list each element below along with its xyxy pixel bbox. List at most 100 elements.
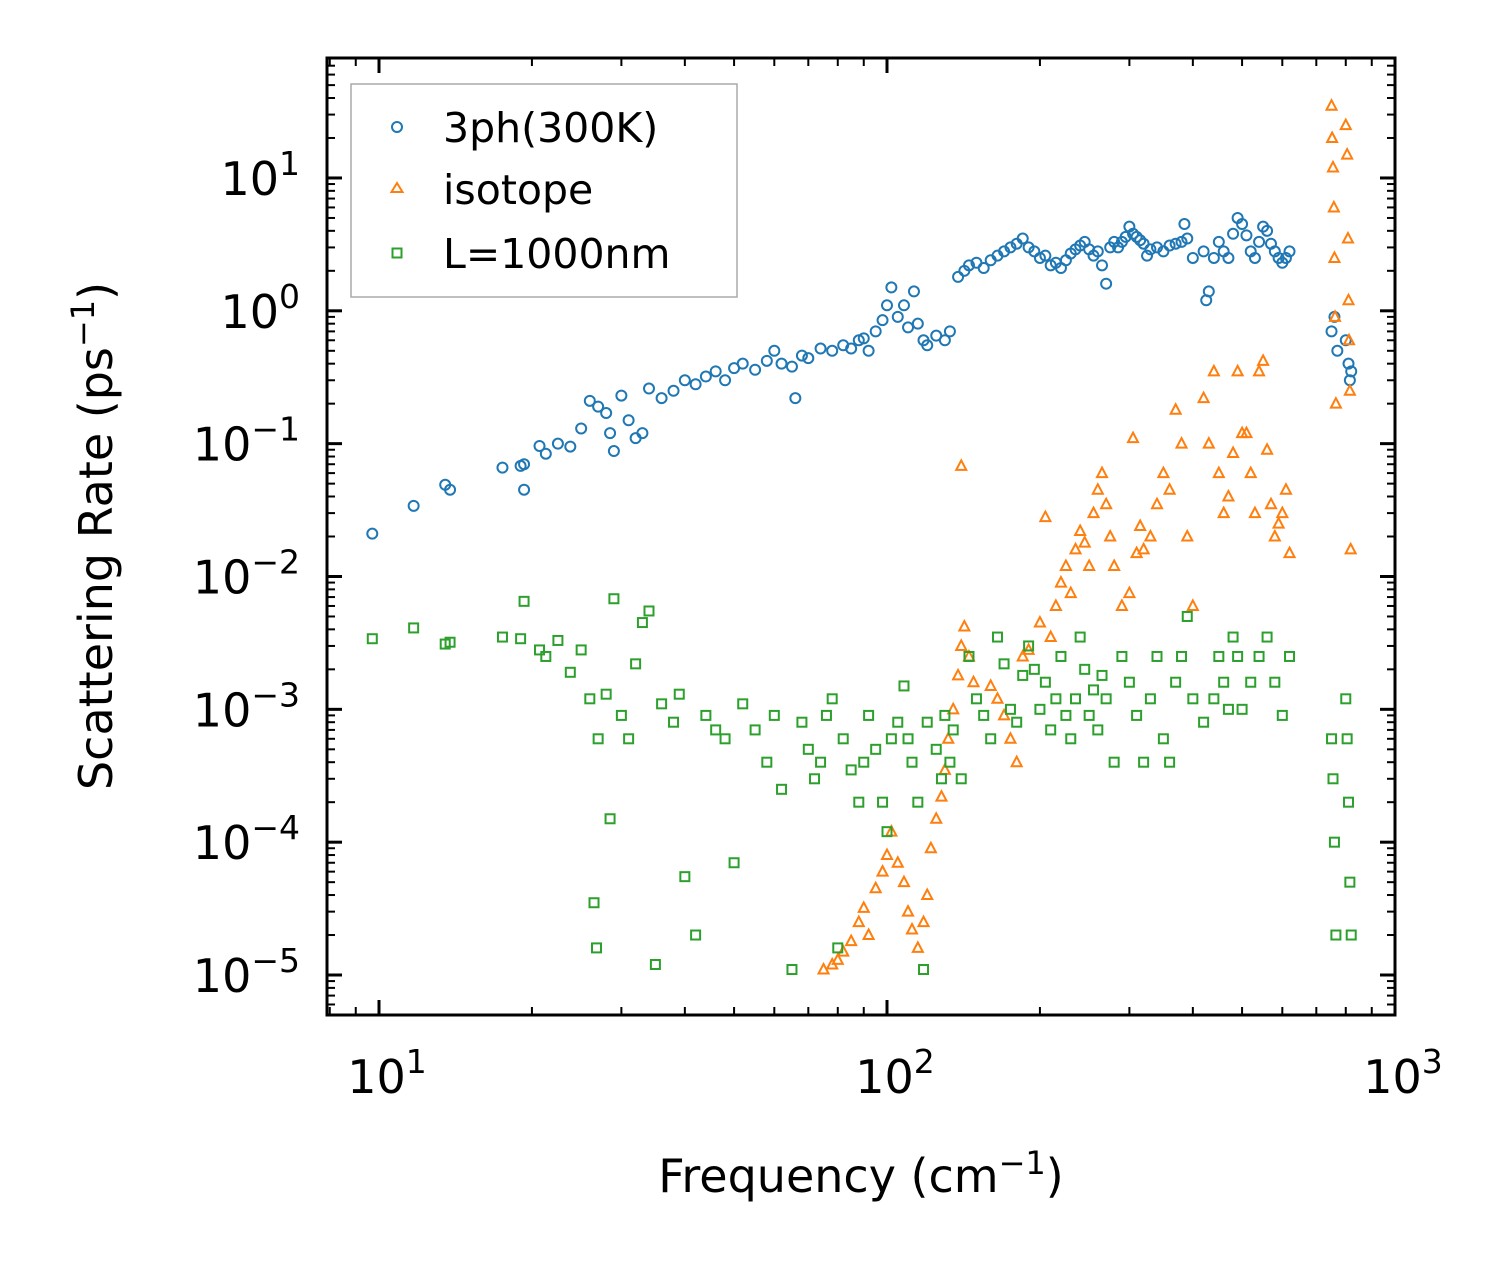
data-point-circle	[977, 262, 990, 275]
data-point-circle	[575, 422, 588, 435]
data-point-triangle	[1133, 518, 1147, 531]
data-point-circle	[885, 281, 898, 294]
data-point-square	[590, 942, 602, 954]
data-point-circle	[802, 352, 815, 365]
data-point-triangle	[880, 847, 894, 861]
data-point-triangle	[1068, 541, 1083, 555]
data-point-triangle	[844, 933, 858, 947]
data-point-circle	[600, 407, 613, 420]
data-point-square	[534, 644, 546, 656]
data-point-square	[1208, 693, 1220, 705]
data-point-square	[649, 958, 661, 970]
data-point-triangle	[1115, 598, 1129, 611]
data-point-triangle	[1327, 250, 1342, 263]
data-point-square	[902, 733, 914, 745]
data-point-triangle	[1252, 363, 1266, 377]
data-point-square	[1340, 693, 1352, 705]
data-point-circle	[533, 440, 546, 453]
data-point-triangle	[951, 667, 965, 681]
data-point-circle	[1345, 365, 1358, 378]
y-tick-label: 100	[220, 277, 300, 339]
data-point-circle	[1186, 251, 1199, 264]
data-point-triangle	[916, 914, 931, 928]
data-point-square	[870, 743, 882, 755]
data-point-circle	[678, 374, 691, 387]
data-point-triangle	[1143, 528, 1158, 542]
data-point-square	[737, 698, 749, 710]
data-point-square	[918, 964, 930, 976]
data-point-circle	[1169, 237, 1182, 250]
data-point-triangle	[920, 887, 934, 901]
data-point-triangle	[984, 678, 998, 691]
data-point-triangle	[1207, 363, 1221, 377]
data-point-circle	[795, 349, 808, 362]
data-point-square	[863, 709, 875, 721]
data-point-square	[749, 724, 761, 736]
data-point-triangle	[1343, 383, 1357, 396]
data-point-square	[1253, 650, 1265, 662]
data-point-square	[408, 622, 420, 634]
data-point-triangle	[1212, 465, 1226, 479]
data-point-circle	[911, 317, 924, 330]
data-point-square	[858, 756, 870, 768]
data-point-circle	[1130, 230, 1143, 243]
y-axis-label: Scattering Rate (ps−1)	[64, 282, 123, 790]
data-point-circle	[814, 342, 827, 355]
legend-marker-L1000nm	[391, 247, 403, 259]
data-point-square	[656, 698, 668, 710]
data-point-circle	[845, 342, 858, 355]
data-point-triangle	[946, 701, 960, 715]
data-point-square	[815, 756, 827, 768]
data-point-triangle	[1264, 496, 1278, 510]
data-point-square	[540, 650, 552, 662]
data-point-square	[608, 593, 620, 605]
data-point-square	[515, 633, 527, 645]
data-point-triangle	[1064, 585, 1078, 599]
data-point-circle	[1279, 251, 1292, 264]
data-point-square	[1151, 650, 1163, 662]
data-point-triangle	[1033, 614, 1047, 628]
data-point-square	[1157, 733, 1169, 745]
data-point-circle	[551, 437, 564, 450]
data-point-square	[906, 756, 918, 768]
data-point-circle	[1212, 235, 1225, 248]
data-point-triangle	[1044, 629, 1058, 643]
axis-ticks	[327, 57, 1397, 1015]
data-point-square	[700, 709, 712, 721]
data-point-circle	[615, 389, 628, 402]
data-point-circle	[518, 458, 531, 471]
data-point-square	[1060, 709, 1072, 721]
data-point-circle	[1163, 239, 1176, 252]
data-point-square	[985, 733, 997, 745]
data-point-square	[1065, 733, 1077, 745]
y-tick-label: 10−2	[193, 542, 300, 604]
data-point-triangle	[1324, 98, 1339, 111]
data-point-triangle	[861, 927, 876, 941]
data-point-circle	[1039, 249, 1052, 262]
data-point-triangle	[1010, 754, 1024, 768]
data-point-square	[935, 773, 947, 785]
data-point-square	[1227, 631, 1239, 643]
legend-label-isotope: isotope	[443, 166, 593, 214]
data-point-square	[978, 709, 990, 721]
data-point-circle	[1181, 232, 1194, 245]
data-point-circle	[749, 363, 762, 376]
data-point-triangle	[1073, 523, 1087, 537]
data-point-square	[710, 724, 722, 736]
data-point-triangle	[1086, 505, 1101, 519]
data-point-circle	[907, 285, 920, 298]
data-point-circle	[1268, 245, 1281, 258]
data-point-square	[826, 693, 838, 705]
legend-marker-isotope	[389, 181, 405, 193]
data-point-triangle	[1244, 465, 1258, 479]
data-point-circle	[583, 394, 596, 407]
data-point-circle	[689, 378, 702, 391]
data-point-triangle	[957, 618, 972, 632]
data-point-square	[1108, 756, 1120, 768]
data-point-square	[837, 733, 849, 745]
data-point-triangle	[1279, 482, 1293, 495]
data-point-triangle	[990, 691, 1005, 704]
data-point-triangle	[1156, 465, 1171, 479]
data-point-square	[1236, 703, 1248, 715]
data-point-square	[1088, 684, 1100, 696]
